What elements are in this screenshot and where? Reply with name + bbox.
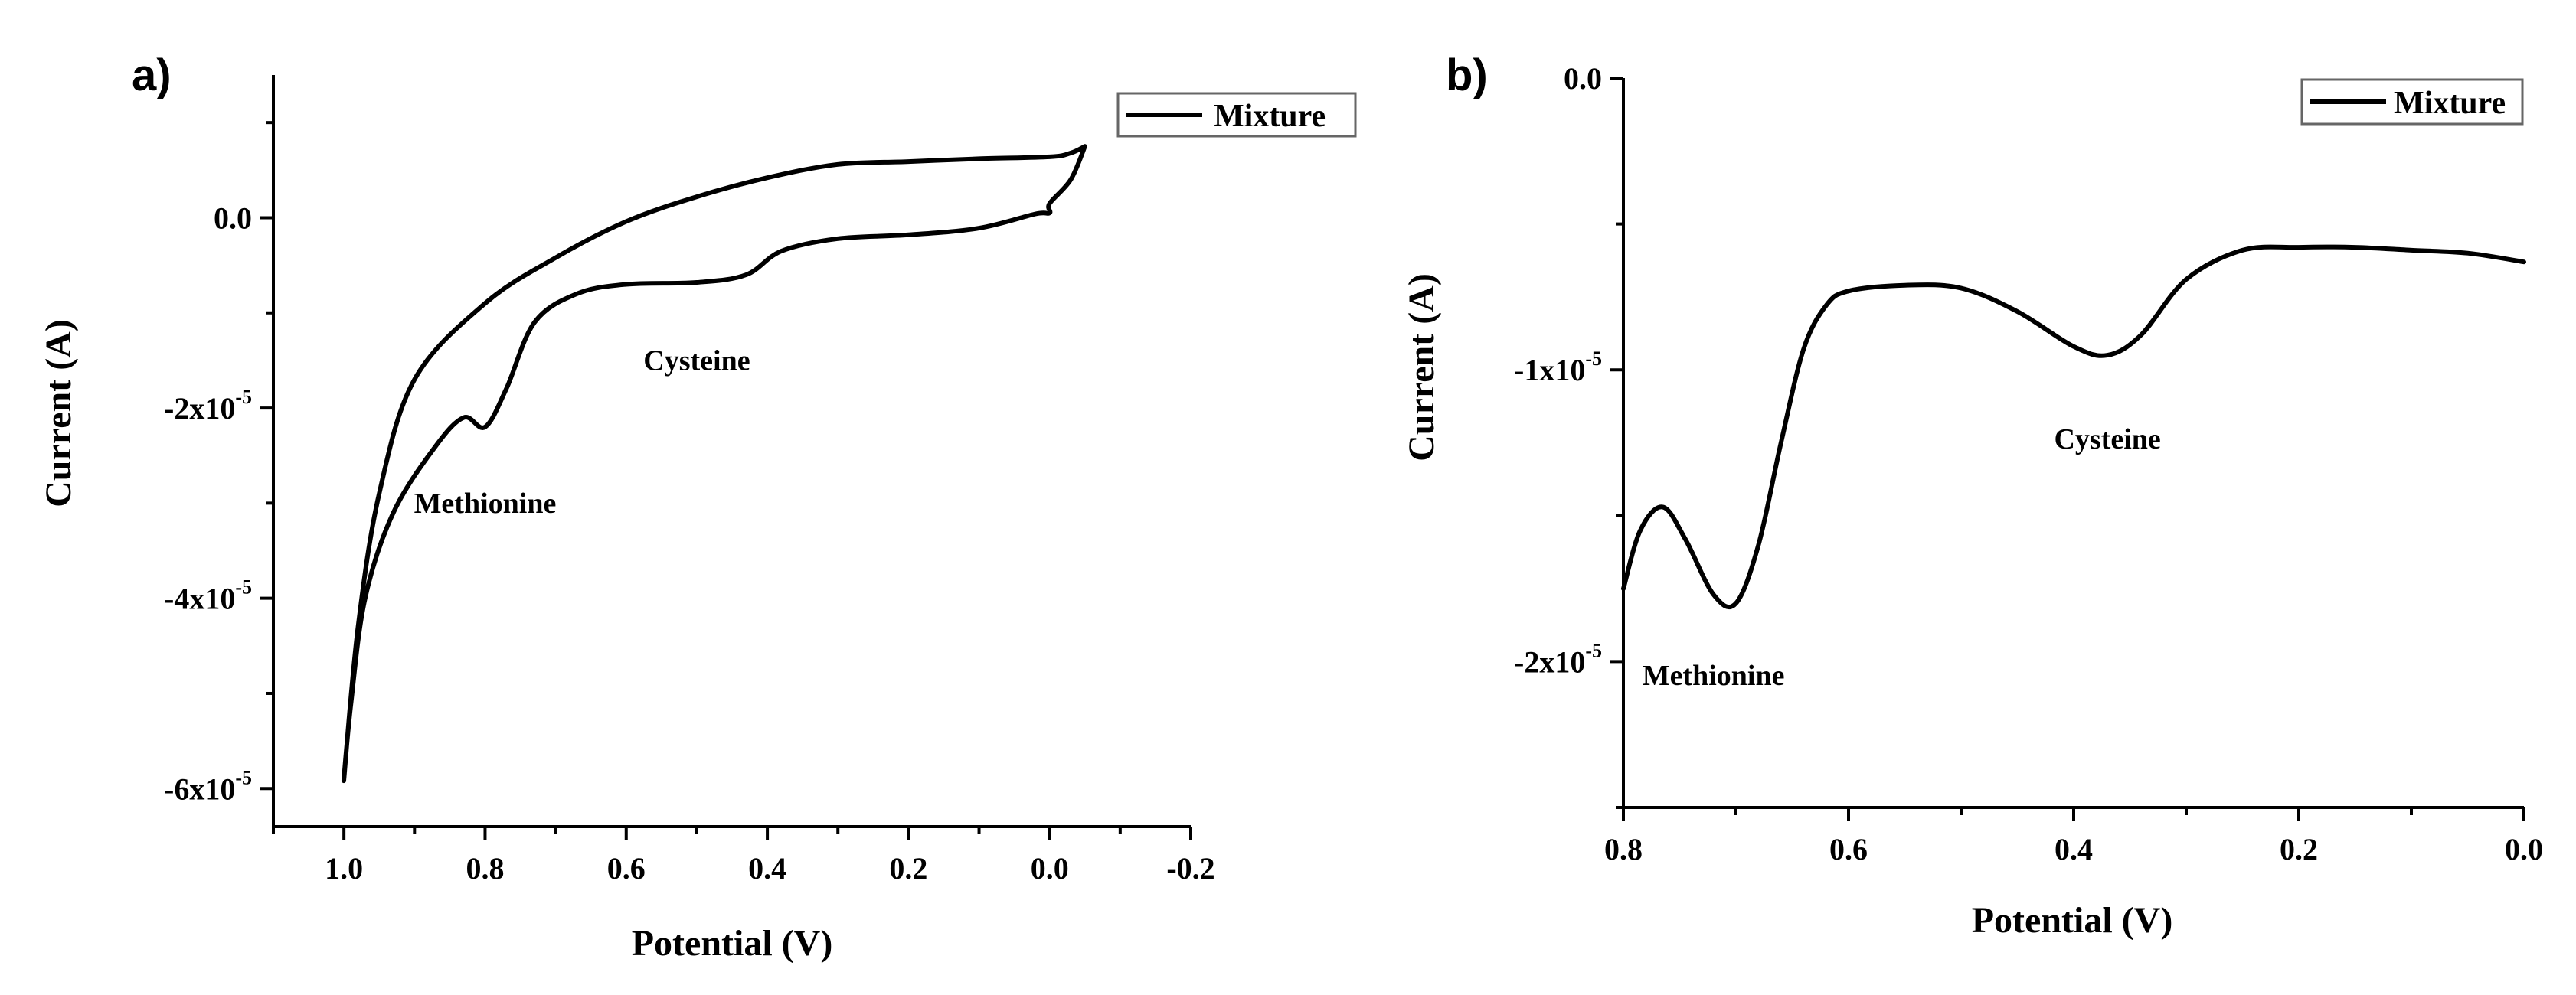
panel-b-axes <box>1622 78 2524 809</box>
y-tick-label: -6x10-5 <box>164 766 252 806</box>
x-tick-label: 0.4 <box>2055 832 2093 866</box>
x-tick-label: 0.6 <box>607 851 646 886</box>
x-tick-label: 0.2 <box>2280 832 2318 866</box>
panel-a-mixture-curve <box>341 144 1087 784</box>
x-tick-label: 0.8 <box>466 851 504 886</box>
panel-b-label: b) <box>1446 51 1488 100</box>
panel-b-y-axis-title: Current (A) <box>1401 273 1442 462</box>
y-tick-label: -2x10-5 <box>164 386 252 426</box>
panel-a-label: a) <box>132 51 172 100</box>
annotation-cysteine: Cysteine <box>2054 423 2160 455</box>
x-tick-label: 0.0 <box>1031 851 1069 886</box>
panel-a-y-axis-title: Current (A) <box>38 319 79 507</box>
y-tick-label: 0.0 <box>1564 61 1602 96</box>
panel-b-x-axis-title: Potential (V) <box>1972 900 2173 941</box>
panel-a-legend: Mixture <box>1116 92 1357 138</box>
panel-a-legend-label: Mixture <box>1214 99 1326 134</box>
x-tick-label: 1.0 <box>325 851 363 886</box>
panel-a-x-axis-title: Potential (V) <box>632 923 833 964</box>
x-tick-label: -0.2 <box>1166 851 1214 886</box>
panel-a-axes <box>272 75 1191 828</box>
x-tick-label: 0.6 <box>1829 832 1868 866</box>
annotation-methionine: Methionine <box>414 488 557 520</box>
panel-b-mixture-curve <box>1621 244 2526 609</box>
annotation-cysteine: Cysteine <box>643 344 750 377</box>
panel-a: a) 1.0 0.8 0.6 0.4 0.2 0.0 -0.2 0.0 -2x10-5 -4x10… <box>38 51 1357 964</box>
x-tick-label: 0.8 <box>1604 832 1643 866</box>
panel-b: b) 0.8 0.6 0.4 0.2 0.0 0.0 -1x10-5 -2x10-5 Pote… <box>1401 51 2543 941</box>
y-tick-label: -2x10-5 <box>1514 639 1602 679</box>
x-tick-label: 0.2 <box>889 851 927 886</box>
y-tick-label: 0.0 <box>214 201 252 235</box>
y-tick-label: -4x10-5 <box>164 576 252 616</box>
x-tick-label: 0.0 <box>2505 832 2543 866</box>
annotation-methionine: Methionine <box>1643 660 1785 692</box>
y-tick-label: -1x10-5 <box>1514 347 1602 387</box>
panel-b-legend: Mixture <box>2300 78 2524 126</box>
panel-b-legend-label: Mixture <box>2394 86 2506 121</box>
x-tick-label: 0.4 <box>748 851 786 886</box>
